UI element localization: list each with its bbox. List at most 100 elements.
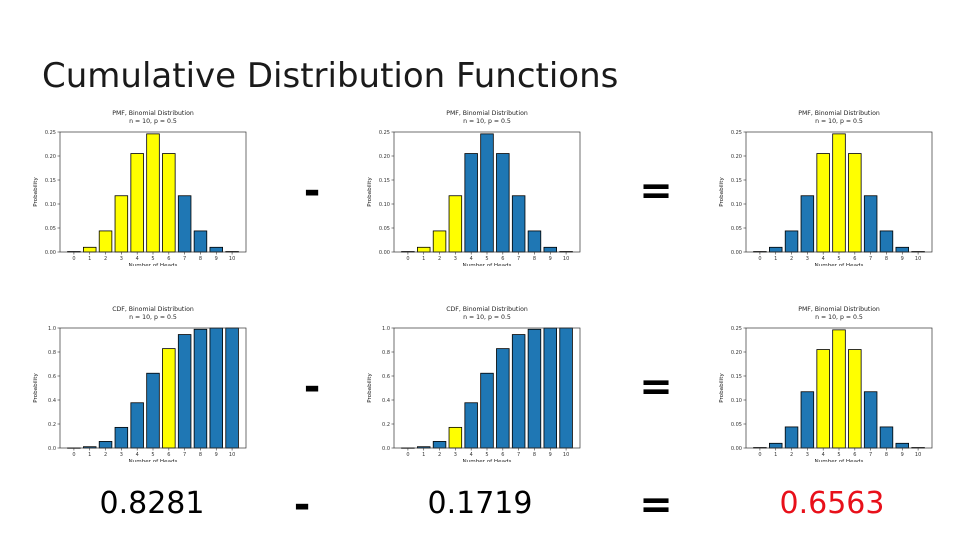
bar: [511, 334, 526, 449]
x-tick-label: 4: [470, 452, 473, 458]
bar: [559, 327, 573, 449]
x-tick-label: 8: [885, 256, 888, 262]
y-tick-label: 0.05: [731, 226, 742, 232]
bar: [114, 426, 129, 449]
equals-operator: =: [639, 364, 673, 410]
x-tick-label: 9: [549, 256, 552, 262]
x-tick-label: 6: [501, 256, 504, 262]
x-tick-label: 10: [229, 452, 235, 458]
chart-subtitle: n = 10, p = 0.5: [463, 118, 511, 125]
plot-frame: [59, 131, 247, 253]
y-axis-label: Probability: [367, 177, 373, 207]
x-tick-label: 5: [837, 452, 840, 458]
y-tick-label: 0.8: [48, 350, 56, 356]
x-axis-label: Number of Heads: [129, 459, 178, 462]
x-tick-label: 2: [790, 452, 793, 458]
y-tick-label: 0.25: [731, 130, 742, 136]
chart-subtitle: n = 10, p = 0.5: [815, 118, 863, 125]
plot-frame: [59, 327, 247, 449]
bar: [146, 372, 160, 449]
bar: [464, 402, 478, 449]
pmf-chart-result: PMF, Binomial Distribution n = 10, p = 0.…: [714, 302, 946, 462]
bar: [832, 329, 846, 449]
cdf-value-middle: 0.1719: [427, 486, 533, 521]
slide-title: Cumulative Distribution Functions: [42, 56, 619, 96]
bar: [162, 153, 176, 253]
bar: [225, 327, 239, 449]
bar: [209, 246, 223, 253]
y-tick-label: 0.4: [48, 398, 56, 404]
bar: [543, 246, 557, 253]
chart-title: CDF, Binomial Distribution: [446, 306, 528, 313]
y-tick-label: 0.15: [379, 178, 390, 184]
plot-frame: [393, 131, 581, 253]
x-tick-label: 8: [533, 256, 536, 262]
x-tick-label: 4: [136, 452, 139, 458]
x-axis-label: Number of Heads: [815, 263, 864, 266]
x-tick-label: 1: [88, 452, 91, 458]
bar: [130, 402, 144, 449]
x-tick-label: 6: [167, 452, 170, 458]
bar: [527, 230, 542, 253]
y-tick-label: 0.6: [48, 374, 56, 380]
x-tick-label: 0: [758, 452, 761, 458]
bar: [130, 153, 144, 253]
y-tick-label: 0.10: [379, 202, 390, 208]
minus-operator: -: [303, 364, 321, 410]
x-tick-label: 6: [167, 256, 170, 262]
x-tick-label: 9: [549, 452, 552, 458]
bar: [848, 349, 862, 449]
x-tick-label: 5: [837, 256, 840, 262]
x-tick-label: 4: [136, 256, 139, 262]
bar: [848, 153, 862, 253]
x-tick-label: 1: [774, 256, 777, 262]
pmf-chart-cumulative-to-6: PMF, Binomial Distribution n = 10, p = 0.…: [28, 106, 260, 266]
bar: [543, 327, 557, 449]
x-tick-label: 9: [215, 256, 218, 262]
y-tick-label: 0.0: [382, 446, 390, 452]
bar: [800, 391, 815, 449]
x-tick-label: 7: [517, 256, 520, 262]
bar: [784, 426, 799, 449]
x-tick-label: 2: [104, 256, 107, 262]
x-axis-label: Number of Heads: [463, 263, 512, 266]
x-axis-label: Number of Heads: [815, 459, 864, 462]
x-tick-label: 7: [869, 256, 872, 262]
bar: [432, 230, 447, 253]
x-tick-label: 4: [822, 256, 825, 262]
probability-result-value: 0.6563: [779, 486, 885, 521]
x-tick-label: 10: [563, 256, 569, 262]
chart-title: PMF, Binomial Distribution: [798, 110, 880, 117]
y-tick-label: 0.6: [382, 374, 390, 380]
chart-subtitle: n = 10, p = 0.5: [129, 314, 177, 321]
x-tick-label: 8: [199, 256, 202, 262]
bar: [177, 195, 192, 253]
x-tick-label: 0: [72, 256, 75, 262]
x-tick-label: 4: [822, 452, 825, 458]
bar: [114, 195, 129, 253]
bar: [769, 246, 783, 253]
x-tick-label: 5: [485, 452, 488, 458]
y-tick-label: 0.05: [731, 422, 742, 428]
bar: [464, 153, 478, 253]
bar: [417, 246, 431, 253]
equals-operator: =: [639, 168, 673, 214]
x-tick-label: 2: [438, 256, 441, 262]
y-tick-label: 0.00: [731, 250, 742, 256]
chart-title: PMF, Binomial Distribution: [112, 110, 194, 117]
y-tick-label: 0.2: [48, 422, 56, 428]
chart-title: PMF, Binomial Distribution: [446, 110, 528, 117]
y-tick-label: 0.0: [48, 446, 56, 452]
bar: [146, 133, 160, 253]
x-tick-label: 3: [806, 256, 809, 262]
y-tick-label: 0.20: [379, 154, 390, 160]
y-tick-label: 0.00: [45, 250, 56, 256]
x-tick-label: 10: [229, 256, 235, 262]
x-tick-label: 3: [120, 256, 123, 262]
bar: [895, 246, 909, 253]
y-axis-label: Probability: [367, 373, 373, 403]
y-tick-label: 0.00: [379, 250, 390, 256]
chart-subtitle: n = 10, p = 0.5: [815, 314, 863, 321]
bar: [895, 442, 909, 449]
y-tick-label: 0.05: [45, 226, 56, 232]
